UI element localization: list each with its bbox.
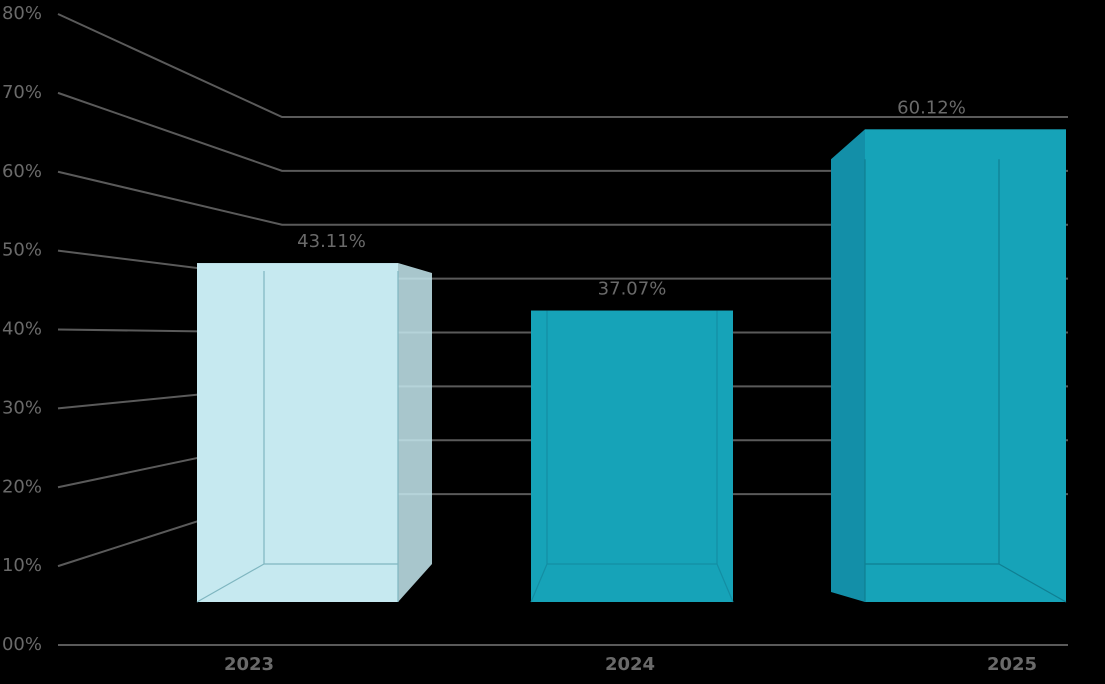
- y-tick-label: 30%: [2, 397, 42, 418]
- bar: [197, 263, 398, 602]
- y-tick-label: 50%: [2, 240, 42, 261]
- value-label: 60.12%: [897, 97, 966, 118]
- y-tick-label: 60%: [2, 161, 42, 182]
- y-tick-label: 80%: [2, 3, 42, 24]
- bar-edge: [196, 271, 399, 603]
- bar: [531, 310, 733, 602]
- value-label: 37.07%: [598, 279, 667, 300]
- value-label: 43.11%: [297, 231, 366, 252]
- y-tick-label: 00%: [2, 634, 42, 655]
- x-tick-label: 2023: [224, 654, 274, 675]
- grid-line: [57, 13, 1068, 118]
- y-tick-label: 10%: [2, 555, 42, 576]
- y-tick-label: 20%: [2, 476, 42, 497]
- bar-side: [398, 263, 432, 602]
- x-tick-label: 2025: [987, 654, 1037, 675]
- x-tick-label: 2024: [605, 654, 655, 675]
- bar: [865, 129, 1066, 602]
- bar-edge: [864, 159, 1067, 603]
- bar-side: [831, 129, 865, 602]
- grid-line: [57, 170, 1068, 226]
- bar-edge: [530, 310, 734, 603]
- y-tick-label: 70%: [2, 82, 42, 103]
- y-tick-label: 40%: [2, 319, 42, 340]
- grid-line: [57, 91, 1068, 172]
